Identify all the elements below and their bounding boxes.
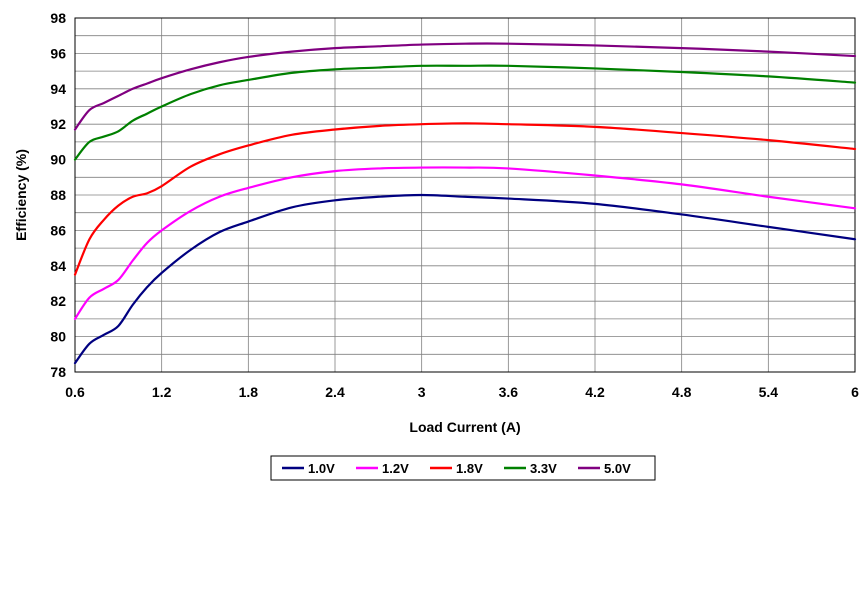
x-tick-label: 4.2 [585, 384, 605, 400]
y-tick-label: 88 [50, 187, 66, 203]
y-tick-label: 84 [50, 258, 66, 274]
x-tick-label: 5.4 [759, 384, 779, 400]
x-tick-label: 0.6 [65, 384, 85, 400]
legend-label: 1.2V [382, 461, 409, 476]
x-tick-labels: 0.6 1.2 1.8 2.4 3 3.6 4.2 4.8 5.4 6 [65, 384, 859, 400]
legend-items: 1.0V 1.2V 1.8V 3.3V 5.0V [282, 461, 631, 476]
y-tick-label: 96 [50, 45, 66, 61]
y-tick-label: 80 [50, 329, 66, 345]
y-tick-label: 78 [50, 364, 66, 380]
x-tick-label: 1.2 [152, 384, 172, 400]
y-tick-label: 98 [50, 10, 66, 26]
legend-label: 5.0V [604, 461, 631, 476]
x-tick-label: 1.8 [239, 384, 259, 400]
y-tick-label: 94 [50, 81, 66, 97]
grid-layer [75, 18, 855, 372]
y-tick-label: 90 [50, 152, 66, 168]
plot-border [74, 17, 856, 373]
legend-label: 1.8V [456, 461, 483, 476]
legend-label: 3.3V [530, 461, 557, 476]
y-tick-labels: 78 80 82 84 86 88 90 92 94 96 98 [50, 10, 66, 380]
legend: 1.0V 1.2V 1.8V 3.3V 5.0V [270, 455, 656, 481]
legend-label: 1.0V [308, 461, 335, 476]
series-line-3-3v [73, 64, 857, 161]
x-tick-label: 4.8 [672, 384, 692, 400]
y-tick-label: 92 [50, 116, 66, 132]
series-line-1-8v [73, 122, 857, 276]
x-tick-label: 2.4 [325, 384, 345, 400]
y-tick-label: 82 [50, 293, 66, 309]
series-line-1-2v [73, 166, 857, 320]
y-axis-title: Efficiency (%) [13, 149, 29, 241]
x-tick-label: 3 [418, 384, 426, 400]
series-line-5-0v [73, 42, 857, 131]
series-lines [73, 42, 857, 365]
x-axis-title: Load Current (A) [409, 419, 520, 435]
x-tick-label: 6 [851, 384, 859, 400]
series-line-1-0v [73, 193, 857, 365]
y-tick-label: 86 [50, 222, 66, 238]
x-tick-label: 3.6 [499, 384, 519, 400]
